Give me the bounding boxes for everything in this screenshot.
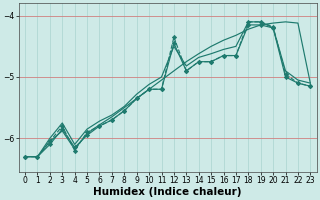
X-axis label: Humidex (Indice chaleur): Humidex (Indice chaleur): [93, 187, 242, 197]
